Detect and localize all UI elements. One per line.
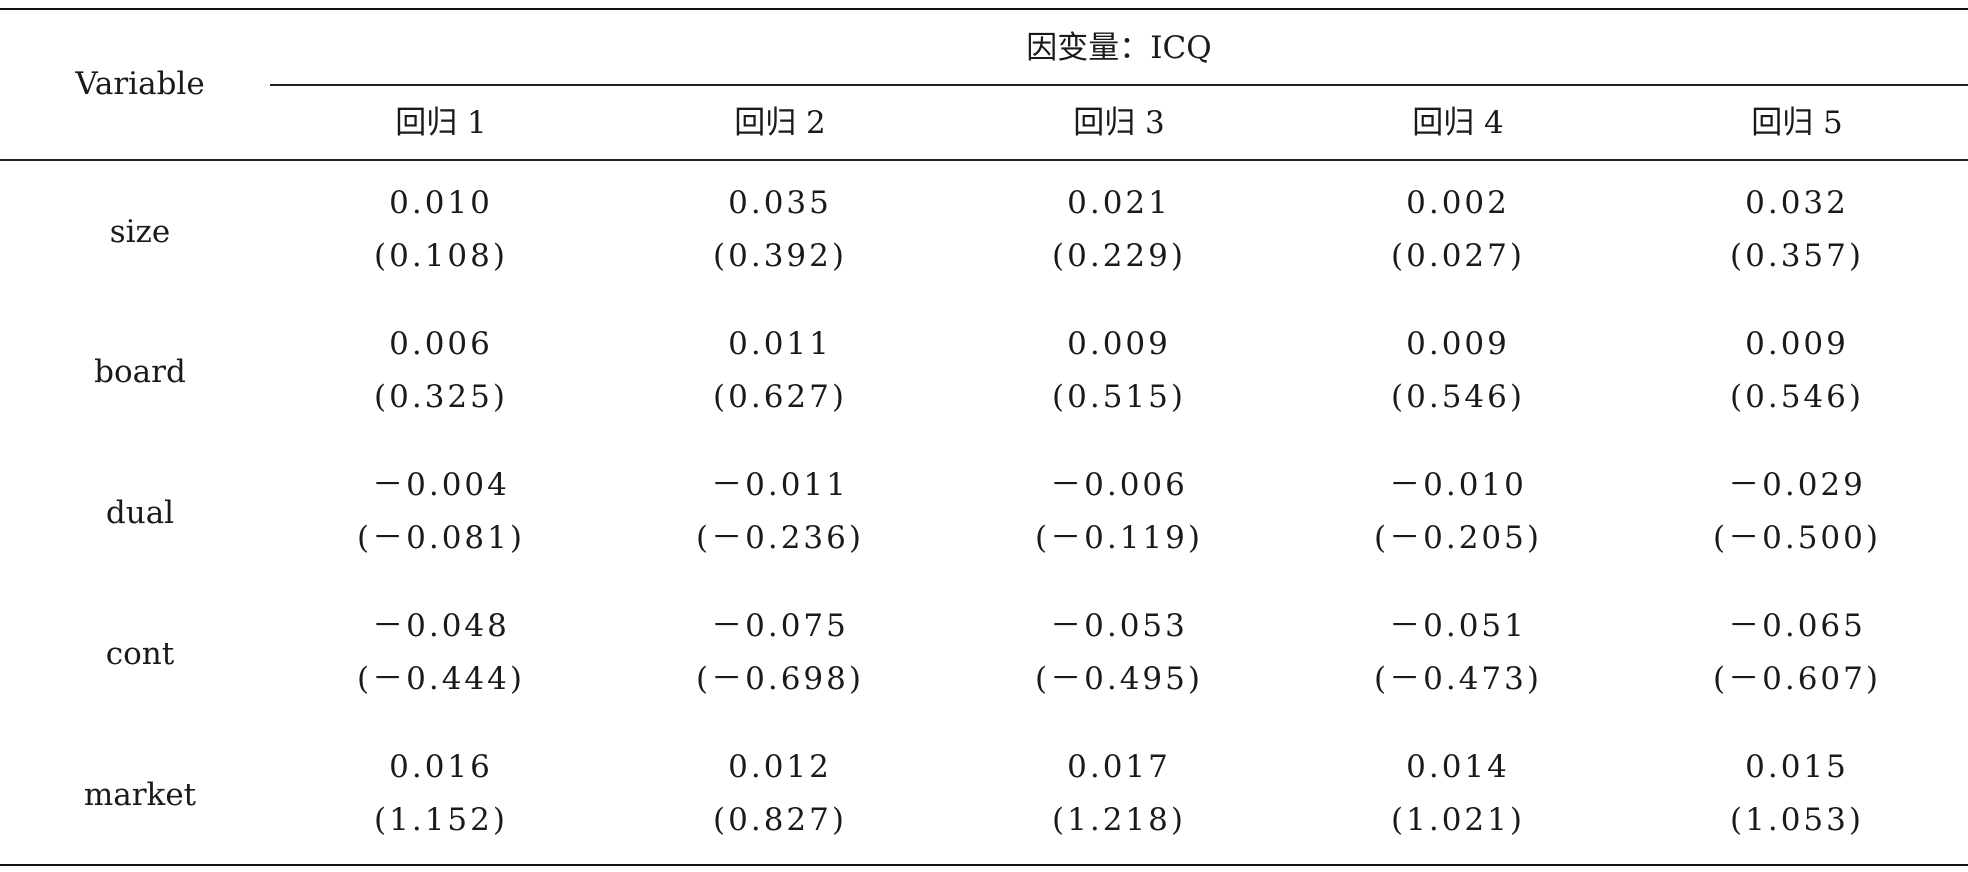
t-stat-cell: (0.108)	[374, 238, 508, 274]
t-stat-cell: (0.827)	[713, 802, 847, 838]
t-stat-cell: (0.229)	[1052, 238, 1186, 274]
t-stat-cell: (0.515)	[1052, 379, 1186, 415]
coef-cell: －0.011	[711, 467, 849, 503]
t-stat-cell: (0.027)	[1391, 238, 1525, 274]
t-stat-cell: (－0.081)	[357, 520, 525, 556]
coef-cell: 0.032	[1745, 185, 1849, 221]
coef-cell: －0.004	[372, 467, 510, 503]
t-stat-cell: (－0.500)	[1713, 520, 1881, 556]
header-bottom-rule	[0, 159, 1968, 161]
coef-cell: －0.075	[711, 608, 849, 644]
t-stat-cell: (0.546)	[1391, 379, 1525, 415]
coef-cell: －0.010	[1389, 467, 1527, 503]
coef-cell: 0.006	[389, 326, 493, 362]
t-stat-cell: (－0.236)	[696, 520, 864, 556]
coef-cell: 0.009	[1745, 326, 1849, 362]
row-label-size: size	[109, 214, 171, 250]
variable-header: Variable	[75, 66, 205, 102]
t-stat-cell: (－0.205)	[1374, 520, 1542, 556]
coef-cell: 0.011	[728, 326, 832, 362]
t-stat-cell: (0.325)	[374, 379, 508, 415]
t-stat-cell: (1.218)	[1052, 802, 1186, 838]
t-stat-cell: (0.627)	[713, 379, 847, 415]
regression-header-5: 回归 5	[1751, 105, 1843, 141]
coef-cell: 0.009	[1406, 326, 1510, 362]
coef-cell: －0.065	[1728, 608, 1866, 644]
t-stat-cell: (－0.473)	[1374, 661, 1542, 697]
coef-cell: －0.006	[1050, 467, 1188, 503]
regression-header-4: 回归 4	[1412, 105, 1504, 141]
coef-cell: 0.014	[1406, 749, 1510, 785]
coef-cell: 0.009	[1067, 326, 1171, 362]
coef-cell: －0.029	[1728, 467, 1866, 503]
coef-cell: 0.015	[1745, 749, 1849, 785]
t-stat-cell: (－0.698)	[696, 661, 864, 697]
row-label-dual: dual	[105, 495, 175, 531]
t-stat-cell: (1.021)	[1391, 802, 1525, 838]
coef-cell: 0.017	[1067, 749, 1171, 785]
row-label-cont: cont	[105, 636, 175, 672]
regression-header-2: 回归 2	[734, 105, 826, 141]
coef-cell: 0.002	[1406, 185, 1510, 221]
row-label-market: market	[83, 777, 197, 813]
bottom-rule	[0, 864, 1968, 866]
row-label-board: board	[94, 354, 186, 390]
top-rule	[0, 8, 1968, 10]
coef-cell: 0.035	[728, 185, 832, 221]
regression-header-3: 回归 3	[1073, 105, 1165, 141]
t-stat-cell: (－0.119)	[1035, 520, 1203, 556]
coef-cell: 0.012	[728, 749, 832, 785]
t-stat-cell: (－0.444)	[357, 661, 525, 697]
t-stat-cell: (0.546)	[1730, 379, 1864, 415]
coef-cell: －0.051	[1389, 608, 1527, 644]
t-stat-cell: (－0.495)	[1035, 661, 1203, 697]
coef-cell: 0.010	[389, 185, 493, 221]
t-stat-cell: (0.357)	[1730, 238, 1864, 274]
coef-cell: 0.016	[389, 749, 493, 785]
t-stat-cell: (－0.607)	[1713, 661, 1881, 697]
t-stat-cell: (1.053)	[1730, 802, 1864, 838]
dependent-var-rule	[270, 84, 1968, 86]
regression-header-1: 回归 1	[395, 105, 487, 141]
coef-cell: 0.021	[1067, 185, 1171, 221]
dependent-variable-header: 因变量：ICQ	[1026, 30, 1212, 66]
coef-cell: －0.048	[372, 608, 510, 644]
t-stat-cell: (1.152)	[374, 802, 508, 838]
t-stat-cell: (0.392)	[713, 238, 847, 274]
coef-cell: －0.053	[1050, 608, 1188, 644]
